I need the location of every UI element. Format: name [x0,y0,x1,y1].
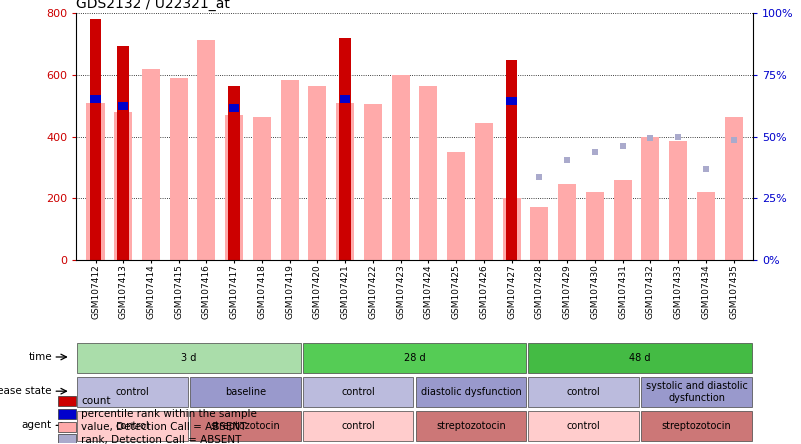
Text: control: control [567,387,601,397]
Bar [58,422,76,432]
Bar [228,86,240,260]
Bar [697,192,714,260]
Bar [416,377,526,407]
Text: systolic and diastolic
dysfunction: systolic and diastolic dysfunction [646,381,747,403]
Bar [420,86,437,260]
Bar [529,377,639,407]
Text: control: control [567,421,601,431]
Bar [170,78,187,260]
Bar [198,40,215,260]
Text: value, Detection Call = ABSENT: value, Detection Call = ABSENT [81,422,247,432]
Bar [58,434,76,444]
Text: control: control [341,421,375,431]
Bar [253,116,271,260]
Bar [303,343,526,373]
Bar [118,102,128,110]
Text: streptozotocin: streptozotocin [211,421,280,431]
Bar [447,152,465,260]
Bar [340,38,351,260]
Bar [669,141,687,260]
Text: 3 d: 3 d [181,353,196,363]
Text: control: control [115,421,149,431]
Bar [303,377,413,407]
Bar [280,79,299,260]
Bar [308,86,327,260]
Bar [77,411,187,441]
Text: 48 d: 48 d [630,353,651,363]
Text: rank, Detection Call = ABSENT: rank, Detection Call = ABSENT [81,435,241,444]
Bar [558,184,576,260]
Bar [229,104,239,112]
Bar [303,411,413,441]
Bar [115,112,132,260]
Bar [529,343,752,373]
Bar [336,103,354,260]
Bar [340,95,350,103]
Text: count: count [81,396,111,406]
Text: diastolic dysfunction: diastolic dysfunction [421,387,521,397]
Bar [642,137,659,260]
Bar [416,411,526,441]
Bar [505,59,517,260]
Text: baseline: baseline [225,387,266,397]
Bar [475,123,493,260]
Bar [91,95,101,103]
Bar [529,411,639,441]
Text: GDS2132 / U22321_at: GDS2132 / U22321_at [76,0,230,11]
Text: 28 d: 28 d [404,353,425,363]
Bar [364,104,382,260]
Bar [90,20,102,260]
Bar [118,46,129,260]
Bar [190,377,300,407]
Bar [77,377,187,407]
Bar [225,115,244,260]
Bar [87,103,104,260]
Bar [586,192,604,260]
Bar [506,97,517,105]
Bar [190,411,300,441]
Text: time: time [28,352,52,362]
Text: control: control [341,387,375,397]
Text: agent: agent [22,420,52,430]
Bar [392,75,409,260]
Bar [502,198,521,260]
Bar [530,207,549,260]
Bar [642,411,752,441]
Bar [725,116,743,260]
Text: percentile rank within the sample: percentile rank within the sample [81,409,257,419]
Text: control: control [115,387,149,397]
Text: disease state: disease state [0,386,52,396]
Bar [614,180,631,260]
Bar [58,409,76,419]
Text: streptozotocin: streptozotocin [662,421,731,431]
Text: streptozotocin: streptozotocin [436,421,505,431]
Bar [77,343,300,373]
Bar [142,69,160,260]
Bar [642,377,752,407]
Bar [58,396,76,406]
